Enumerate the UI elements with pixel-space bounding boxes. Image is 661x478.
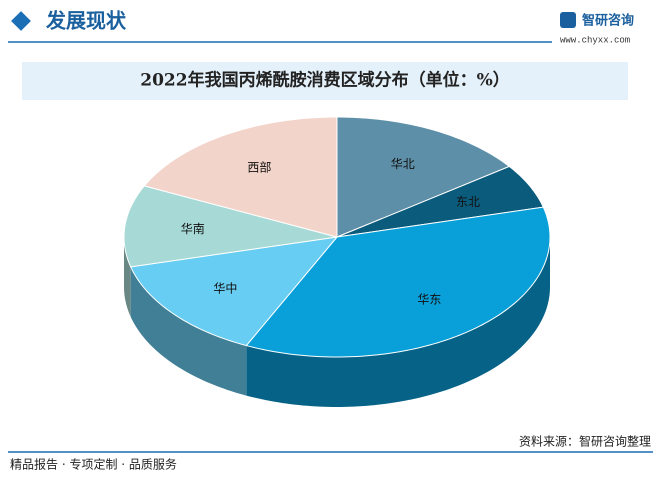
slice: [336, 165, 545, 238]
slice-label: 东北: [456, 195, 480, 209]
slice: [336, 116, 511, 238]
chart-title: 2022年我国丙烯酰胺消费区域分布（单位：%）: [140, 70, 509, 91]
slice-side: [246, 237, 550, 407]
slice-side: [130, 266, 247, 396]
header-title: 发展现状: [45, 9, 127, 33]
slice: [245, 206, 551, 358]
slice-label: 华北: [391, 157, 415, 171]
slice-label: 华东: [417, 292, 441, 306]
footer-source: 资料来源：智研咨询整理: [519, 434, 651, 449]
logo-icon: [560, 12, 576, 28]
logo-url: www.chyxx.com: [560, 35, 630, 45]
slice-side: [124, 237, 131, 317]
slice: [143, 116, 338, 238]
logo-text: 智研咨询: [582, 13, 634, 29]
header-icon: [11, 11, 31, 31]
title-box: [22, 62, 628, 100]
slice-label: 西部: [247, 160, 271, 175]
slice: [129, 236, 339, 347]
slice-label: 华南: [181, 221, 205, 236]
slice-label: 华中: [213, 281, 237, 296]
slice: [123, 185, 338, 268]
footer-slogan: 精品报告 · 专项定制 · 品质服务: [10, 457, 177, 472]
